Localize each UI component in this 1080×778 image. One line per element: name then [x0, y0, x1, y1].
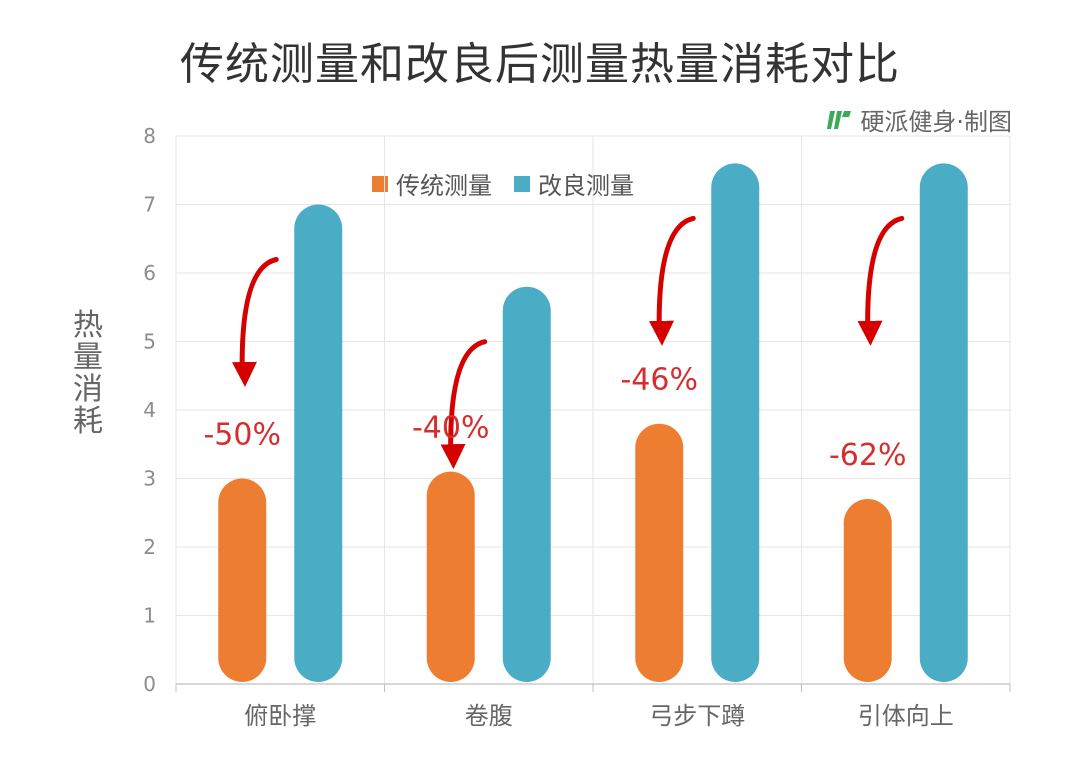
percent-change-label: -62%: [829, 438, 907, 473]
percent-change-label: -46%: [620, 363, 698, 398]
decrease-arrow-icon: [649, 215, 696, 346]
decrease-arrow-icon: [232, 257, 279, 387]
x-tick-label: 卷腹: [465, 702, 513, 730]
legend-item-improved: 改良测量: [514, 166, 634, 201]
decrease-arrow-icon: [857, 215, 905, 346]
legend: 传统测量 改良测量: [372, 166, 656, 201]
percent-change-label: -40%: [412, 411, 490, 446]
chart-title: 传统测量和改良后测量热量消耗对比: [180, 39, 900, 90]
x-tick-label: 引体向上: [858, 702, 954, 730]
legend-item-traditional: 传统测量: [372, 166, 492, 201]
percent-change-label: -50%: [203, 418, 281, 453]
y-tick-label: 3: [143, 467, 156, 491]
x-tick-label: 弓步下蹲: [649, 702, 745, 730]
y-tick-label: 2: [143, 535, 156, 559]
brand-logo-icon: [827, 110, 852, 129]
bar-improved: [711, 163, 760, 682]
y-tick-label: 8: [143, 124, 156, 148]
y-tick-label: 5: [143, 330, 156, 354]
y-tick-label: 1: [143, 604, 156, 628]
legend-swatch-improved: [514, 175, 530, 192]
y-tick-label: 7: [143, 193, 156, 217]
decrease-arrow-icon: [440, 339, 488, 470]
credit-text: 硬派健身·制图: [860, 108, 1012, 136]
bar-improved: [919, 163, 968, 682]
y-tick-label: 6: [143, 261, 156, 285]
y-tick-label: 0: [143, 672, 156, 696]
bar-improved: [294, 204, 343, 682]
bar-traditional: [218, 478, 267, 682]
x-tick-label: 俯卧撑: [244, 702, 316, 730]
y-axis-label: 热量消耗: [73, 308, 103, 439]
bar-traditional: [635, 423, 684, 682]
y-tick-label: 4: [143, 398, 156, 422]
legend-label-improved: 改良测量: [538, 172, 634, 200]
legend-label-traditional: 传统测量: [396, 172, 492, 200]
bar-traditional: [843, 499, 892, 682]
bar-improved: [502, 286, 551, 682]
bar-traditional: [426, 471, 475, 682]
credit: 硬派健身·制图: [826, 102, 1012, 137]
